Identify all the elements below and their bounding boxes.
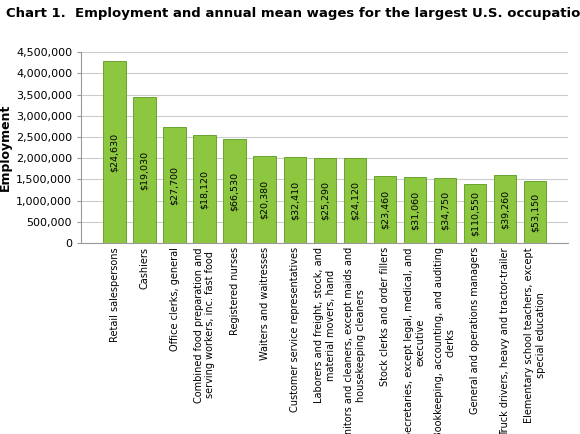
Text: Chart 1.  Employment and annual mean wages for the largest U.S. occupations, May: Chart 1. Employment and annual mean wage…	[6, 7, 580, 20]
Text: $66,530: $66,530	[230, 171, 239, 211]
Text: $27,700: $27,700	[170, 166, 179, 205]
Bar	[164, 128, 186, 243]
Text: $53,150: $53,150	[531, 193, 539, 232]
Text: $110,550: $110,550	[470, 191, 480, 236]
Text: $23,460: $23,460	[380, 190, 389, 229]
Text: $31,060: $31,060	[411, 191, 419, 230]
Bar	[133, 97, 156, 243]
Bar	[314, 158, 336, 243]
Bar	[343, 158, 366, 243]
Bar	[223, 139, 246, 243]
Bar	[193, 135, 216, 243]
Text: $19,030: $19,030	[140, 151, 149, 190]
Text: $20,380: $20,380	[260, 180, 269, 219]
Y-axis label: Employment: Employment	[0, 104, 12, 191]
Text: $24,630: $24,630	[110, 133, 119, 172]
Bar	[463, 184, 486, 243]
Bar	[284, 158, 306, 243]
Bar	[404, 178, 426, 243]
Text: $25,290: $25,290	[320, 181, 329, 220]
Bar	[253, 156, 276, 243]
Text: $18,120: $18,120	[200, 170, 209, 209]
Bar	[374, 176, 396, 243]
Bar	[524, 181, 546, 243]
Text: $32,410: $32,410	[290, 181, 299, 220]
Text: $24,120: $24,120	[350, 181, 360, 220]
Text: $39,260: $39,260	[501, 189, 509, 229]
Bar	[434, 178, 456, 243]
Bar	[103, 61, 126, 243]
Text: $34,750: $34,750	[440, 191, 450, 230]
Bar	[494, 175, 516, 243]
